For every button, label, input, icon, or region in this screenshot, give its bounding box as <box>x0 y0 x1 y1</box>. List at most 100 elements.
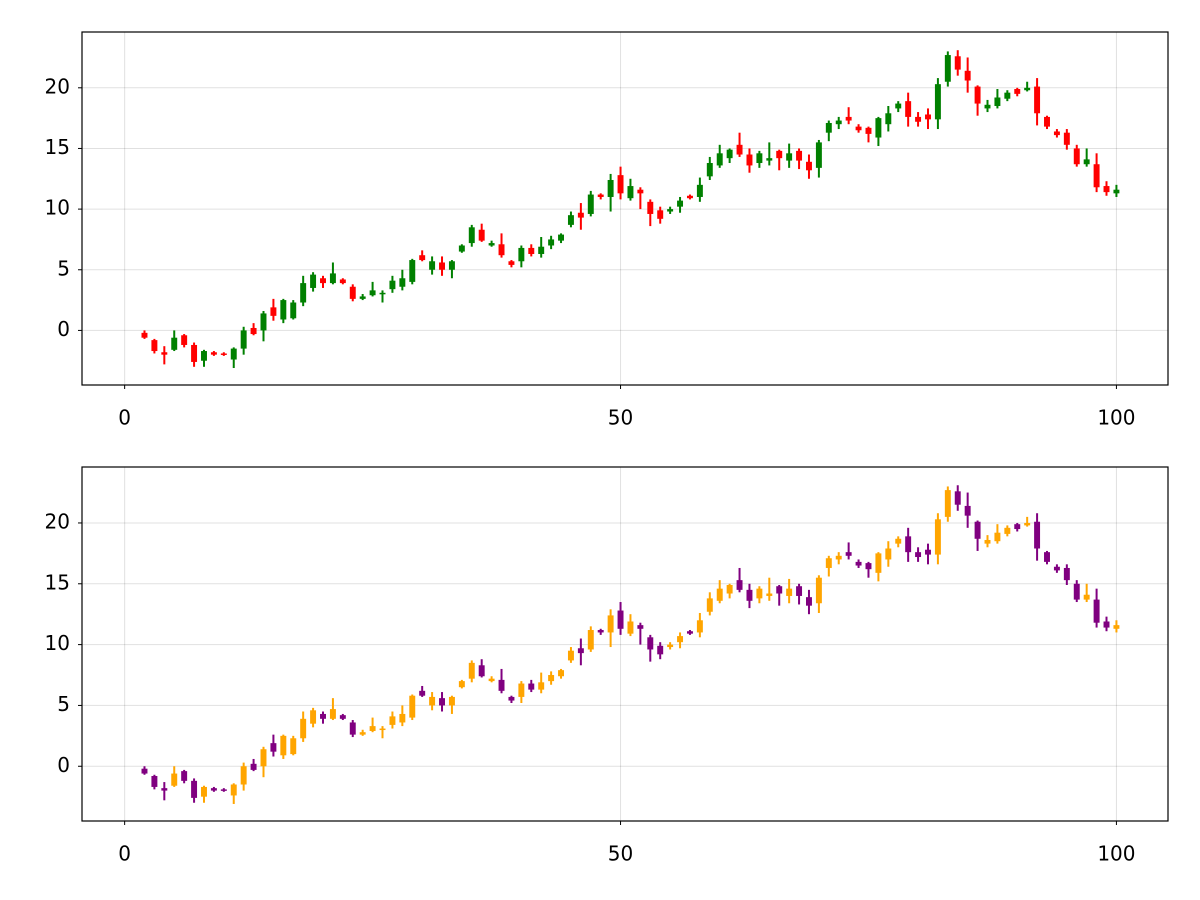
candle-body <box>825 558 832 568</box>
candle-body <box>776 586 783 594</box>
candle-body <box>677 636 684 643</box>
candle-body <box>419 690 426 696</box>
candle-body <box>1044 116 1050 127</box>
candle-body <box>191 780 198 798</box>
candle-body <box>369 726 376 731</box>
candle-body <box>448 261 455 270</box>
candle-body <box>320 278 326 284</box>
candle-body <box>974 86 981 104</box>
candle-body <box>300 283 307 303</box>
candle-body <box>1053 566 1060 571</box>
candle-body <box>250 763 257 770</box>
candle-body <box>409 260 416 282</box>
candle-body <box>944 55 951 82</box>
candle-body <box>538 682 545 690</box>
candle-body <box>855 126 862 131</box>
candle-body <box>984 539 991 544</box>
candle-body <box>339 279 346 284</box>
candle-body <box>171 337 178 350</box>
candle-body <box>240 330 247 349</box>
candle-body <box>518 247 525 262</box>
y-tick-label: 15 <box>45 570 70 594</box>
candle-body <box>1103 621 1110 628</box>
candle-body <box>399 713 406 723</box>
candle-body <box>429 696 436 706</box>
candle-body <box>488 678 495 682</box>
candle-body <box>885 548 892 560</box>
candle-body <box>657 645 664 655</box>
candle-body <box>161 352 168 355</box>
candle-body <box>637 189 644 194</box>
candle-body <box>746 589 753 601</box>
y-tick-label: 20 <box>45 74 70 98</box>
candle-body <box>359 296 366 299</box>
y-tick-label: 10 <box>45 196 70 220</box>
candle-body <box>270 307 277 316</box>
candle-body <box>726 149 733 159</box>
candle-body <box>627 621 634 634</box>
candle-body <box>488 243 495 246</box>
candle-body <box>1093 164 1100 188</box>
candle-body <box>379 292 386 295</box>
candle-body <box>1063 567 1070 581</box>
candle-body <box>796 586 803 596</box>
candle-body <box>815 577 822 604</box>
candle-body <box>1024 522 1031 526</box>
candle-body <box>647 637 654 650</box>
candle-body <box>528 247 535 254</box>
candle-body <box>667 644 674 648</box>
candle-body <box>925 549 931 555</box>
candle-body <box>1073 148 1080 165</box>
candle-body <box>260 313 267 331</box>
candle-body <box>984 104 991 109</box>
candle-body <box>756 588 763 599</box>
candle-body <box>439 698 445 706</box>
candle-body <box>419 255 426 261</box>
plot-frame <box>81 466 1169 822</box>
candle-body <box>508 261 515 265</box>
candle-body <box>429 261 436 270</box>
candle-body <box>191 344 198 362</box>
candle-body <box>994 532 1001 542</box>
candle-body <box>726 585 733 594</box>
candle-body <box>1053 131 1060 136</box>
candle-body <box>875 118 882 138</box>
candle-body <box>706 598 713 612</box>
candle-body <box>845 552 852 556</box>
candle-body <box>468 662 475 679</box>
candle-body <box>835 120 842 125</box>
candle-body <box>548 239 555 246</box>
candle-body <box>686 195 693 199</box>
candle-body <box>1034 86 1041 114</box>
candle-body <box>925 114 931 120</box>
candle-body <box>161 788 168 791</box>
y-tick-label: 20 <box>45 509 70 533</box>
candle-body <box>567 215 574 225</box>
candle-body <box>310 710 317 724</box>
candle-body <box>508 696 515 701</box>
candle-body <box>865 563 872 570</box>
candle-body <box>280 735 287 756</box>
candle-body <box>696 620 703 633</box>
x-tick-label: 50 <box>608 406 633 430</box>
candle-body <box>141 332 148 338</box>
candle-body <box>796 150 803 161</box>
candle-body <box>815 142 822 168</box>
candle-body <box>607 615 614 633</box>
candle-body <box>458 245 465 252</box>
candle-body <box>1044 552 1050 562</box>
candle-body <box>538 246 545 254</box>
candle-body <box>558 234 565 241</box>
candle-body <box>597 630 604 633</box>
candle-body <box>845 116 852 121</box>
candle-body <box>240 766 247 785</box>
candle-body <box>329 273 336 284</box>
candle-body <box>944 490 951 517</box>
candle-body <box>587 194 594 214</box>
candle-body <box>786 588 793 596</box>
candle-body <box>915 116 922 122</box>
y-tick-label: 5 <box>57 692 70 716</box>
x-tick-label: 50 <box>608 842 633 866</box>
candle-body <box>677 200 684 207</box>
